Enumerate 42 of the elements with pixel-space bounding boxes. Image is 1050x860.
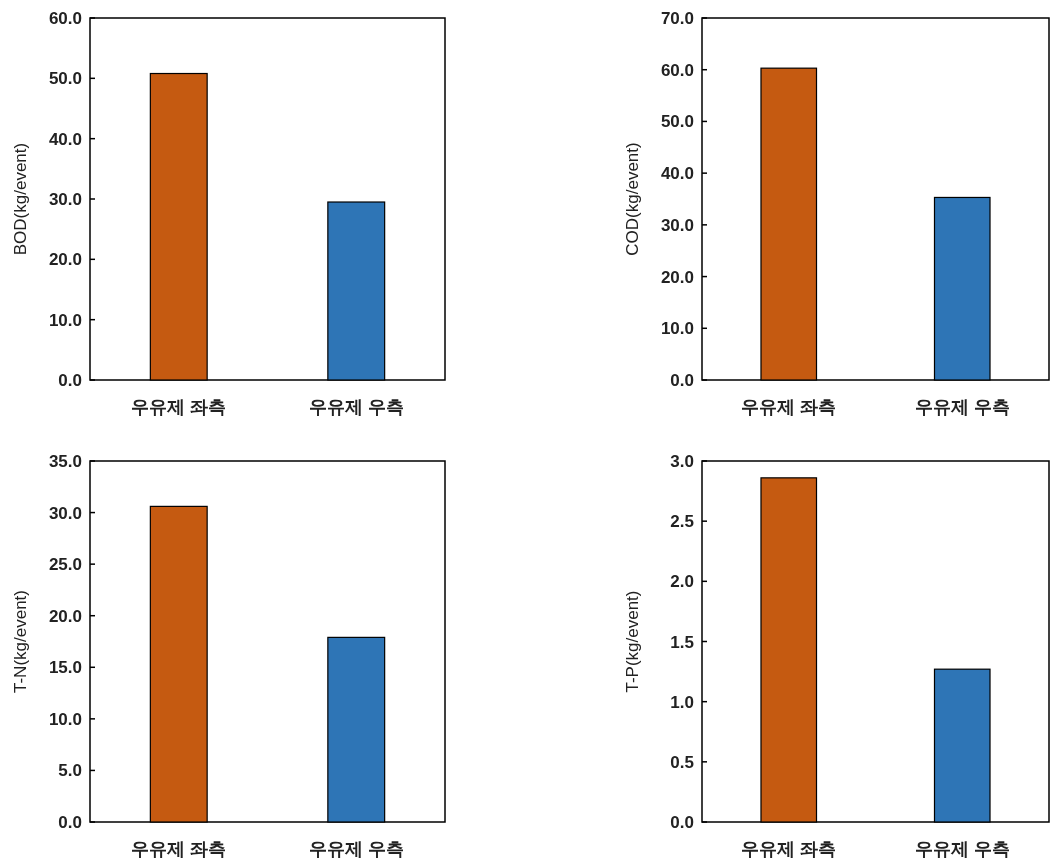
y-tick-label: 2.0: [670, 572, 694, 592]
y-tick-label: 0.0: [670, 371, 694, 390]
x-tick-label: 우유제 우측: [914, 397, 1010, 417]
y-tick-label: 50.0: [48, 69, 82, 89]
y-tick-label: 50.0: [660, 112, 694, 132]
y-tick-label: 1.0: [670, 692, 694, 712]
x-tick-label: 우유제 좌측: [741, 839, 837, 859]
y-tick-label: 0.0: [58, 371, 82, 390]
y-axis-title: COD(kg/event): [623, 142, 642, 256]
x-tick-label: 우유제 좌측: [131, 397, 227, 417]
y-tick-label: 5.0: [58, 761, 82, 781]
y-tick-label: 60.0: [660, 60, 694, 80]
y-axis-title: T-P(kg/event): [623, 590, 642, 693]
x-tick-label: 우유제 우측: [308, 839, 404, 859]
y-tick-label: 30.0: [660, 215, 694, 235]
y-tick-label: 70.0: [660, 9, 694, 28]
y-axis-title: T-N(kg/event): [11, 590, 30, 693]
y-tick-label: 10.0: [48, 709, 82, 729]
y-tick-label: 2.5: [670, 512, 694, 532]
x-tick-label: 우유제 우측: [308, 397, 404, 417]
x-tick-label: 우유제 좌측: [741, 397, 837, 417]
y-tick-label: 20.0: [48, 606, 82, 626]
y-tick-label: 60.0: [48, 9, 82, 28]
y-tick-label: 40.0: [660, 164, 694, 184]
y-axis-title: BOD(kg/event): [11, 142, 30, 256]
y-tick-label: 20.0: [48, 250, 82, 270]
y-tick-label: 0.5: [670, 752, 694, 772]
y-tick-label: 0.0: [670, 813, 694, 832]
y-tick-label: 3.0: [670, 452, 694, 471]
y-tick-label: 25.0: [48, 555, 82, 575]
y-tick-label: 10.0: [660, 319, 694, 339]
y-tick-label: 1.5: [670, 632, 694, 652]
y-tick-label: 10.0: [48, 310, 82, 330]
y-tick-label: 35.0: [48, 452, 82, 471]
y-tick-label: 30.0: [48, 503, 82, 523]
y-tick-label: 20.0: [660, 267, 694, 287]
x-tick-label: 우유제 우측: [914, 839, 1010, 859]
y-tick-label: 15.0: [48, 658, 82, 678]
x-tick-label: 우유제 좌측: [131, 839, 227, 859]
y-tick-label: 30.0: [48, 190, 82, 209]
y-tick-label: 0.0: [58, 813, 82, 832]
y-tick-label: 40.0: [48, 129, 82, 149]
